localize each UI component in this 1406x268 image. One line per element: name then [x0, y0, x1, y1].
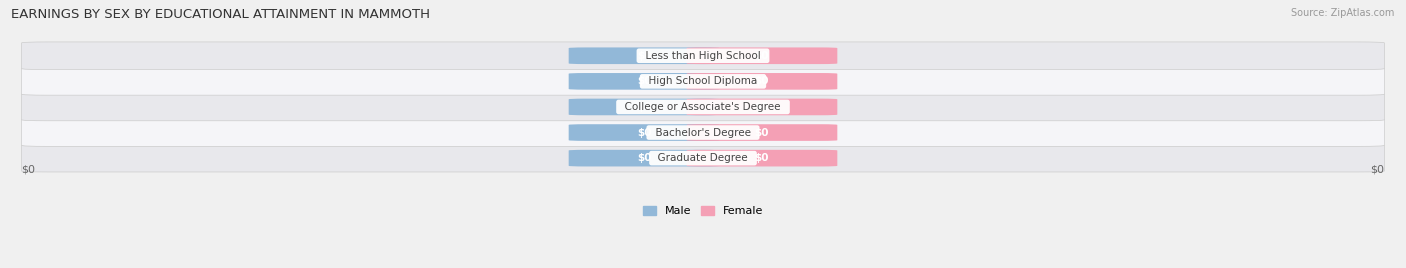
- FancyBboxPatch shape: [21, 68, 1385, 95]
- Text: EARNINGS BY SEX BY EDUCATIONAL ATTAINMENT IN MAMMOTH: EARNINGS BY SEX BY EDUCATIONAL ATTAINMEN…: [11, 8, 430, 21]
- FancyBboxPatch shape: [686, 150, 838, 166]
- FancyBboxPatch shape: [686, 73, 838, 90]
- Text: Less than High School: Less than High School: [638, 51, 768, 61]
- FancyBboxPatch shape: [568, 73, 720, 90]
- FancyBboxPatch shape: [568, 124, 720, 141]
- Text: $0: $0: [755, 102, 769, 112]
- FancyBboxPatch shape: [686, 124, 838, 141]
- FancyBboxPatch shape: [21, 119, 1385, 146]
- Text: $0: $0: [637, 128, 651, 137]
- Legend: Male, Female: Male, Female: [638, 202, 768, 221]
- Text: $0: $0: [637, 153, 651, 163]
- Text: $0: $0: [755, 128, 769, 137]
- FancyBboxPatch shape: [21, 42, 1385, 70]
- Text: Graduate Degree: Graduate Degree: [651, 153, 755, 163]
- FancyBboxPatch shape: [686, 47, 838, 64]
- Text: $0: $0: [637, 76, 651, 86]
- Text: College or Associate's Degree: College or Associate's Degree: [619, 102, 787, 112]
- Text: $0: $0: [1371, 164, 1385, 174]
- FancyBboxPatch shape: [568, 150, 720, 166]
- Text: $0: $0: [21, 164, 35, 174]
- FancyBboxPatch shape: [686, 99, 838, 115]
- Text: Source: ZipAtlas.com: Source: ZipAtlas.com: [1291, 8, 1395, 18]
- Text: $0: $0: [637, 51, 651, 61]
- FancyBboxPatch shape: [21, 93, 1385, 121]
- Text: High School Diploma: High School Diploma: [643, 76, 763, 86]
- Text: $0: $0: [755, 153, 769, 163]
- FancyBboxPatch shape: [568, 99, 720, 115]
- FancyBboxPatch shape: [21, 144, 1385, 172]
- Text: $0: $0: [755, 76, 769, 86]
- Text: $0: $0: [637, 102, 651, 112]
- Text: $0: $0: [755, 51, 769, 61]
- Text: Bachelor's Degree: Bachelor's Degree: [648, 128, 758, 137]
- FancyBboxPatch shape: [568, 47, 720, 64]
